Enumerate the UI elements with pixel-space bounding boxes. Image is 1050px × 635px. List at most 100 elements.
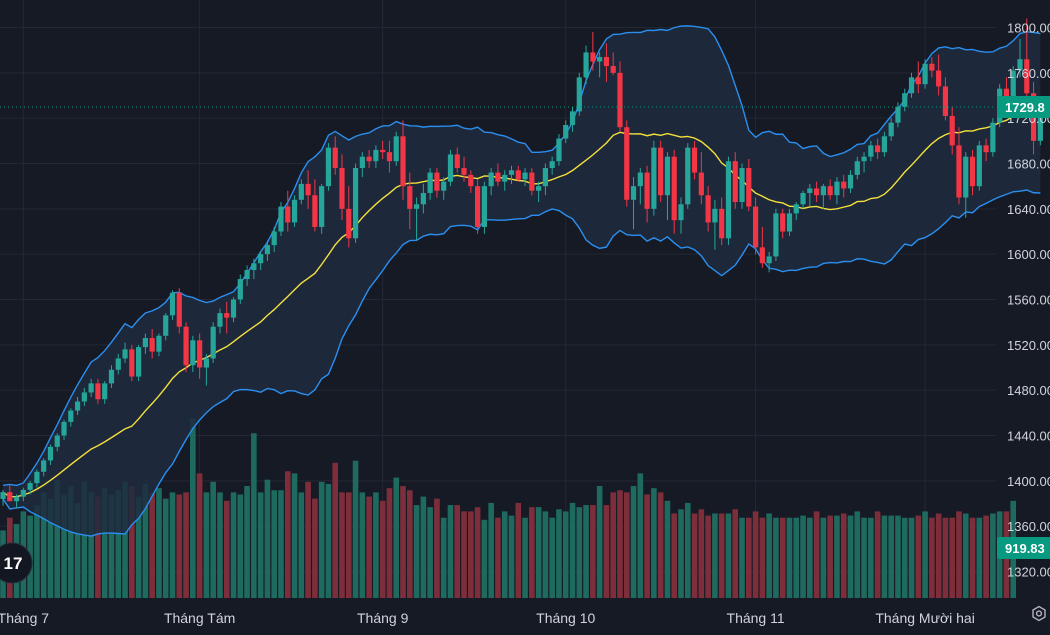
candle [142, 333, 148, 354]
price-axis[interactable]: 1800.001760.001720.001680.001640.001600.… [1007, 21, 1050, 580]
volume-bar [786, 517, 793, 598]
candle [386, 140, 393, 173]
candle-body [630, 186, 637, 200]
volume-bar [542, 511, 549, 598]
settings-icon[interactable] [1032, 605, 1046, 622]
candle [74, 396, 81, 416]
volume-bar [427, 507, 433, 598]
volume-bar [983, 515, 989, 598]
volume-bar [746, 517, 752, 598]
volume-bar [501, 511, 508, 598]
time-tick-label: Tháng Tám [164, 610, 235, 626]
candle [169, 290, 176, 320]
moving-average-line [2, 110, 1041, 498]
candle-body [251, 263, 257, 271]
candle [563, 120, 569, 144]
candle [983, 138, 989, 162]
volume-bar [264, 479, 271, 598]
candle [325, 143, 332, 191]
candle-body [95, 383, 101, 400]
volume-bar [929, 517, 935, 598]
candle-body [298, 183, 304, 200]
candle [61, 419, 67, 441]
volume-bar [379, 500, 386, 598]
candle [68, 408, 74, 427]
candle [373, 145, 379, 169]
candle-body [542, 168, 548, 187]
candle-body [481, 186, 487, 227]
candle [447, 149, 454, 187]
volume-bar [468, 511, 474, 598]
candle [698, 152, 704, 205]
candle-body [68, 410, 74, 422]
candle [637, 168, 643, 205]
last-price-label: 1729.8 [1005, 100, 1045, 115]
time-tick-label: Tháng 11 [727, 610, 785, 626]
candle [956, 127, 962, 205]
candle [603, 43, 610, 82]
candle [163, 313, 169, 341]
candle [597, 52, 603, 78]
volume-bar [922, 511, 928, 598]
volume-bar [474, 507, 481, 598]
candle-body [658, 147, 664, 196]
candle [841, 174, 847, 198]
candle-body [698, 172, 704, 196]
volume-bar [488, 502, 494, 598]
candle [712, 199, 718, 250]
price-tick-label: 1560.00 [1007, 293, 1050, 308]
candle-body [407, 186, 413, 209]
candle-body [847, 174, 854, 189]
candle-body [190, 340, 196, 366]
volume-bar [969, 517, 976, 598]
candle-body [217, 313, 223, 327]
volume-bar [657, 492, 664, 598]
candle-body [468, 174, 474, 187]
candle [7, 485, 13, 502]
candle-body [773, 213, 779, 257]
candle [190, 335, 196, 373]
volume-bar [481, 519, 488, 598]
candle-body [963, 156, 969, 198]
candle [664, 152, 671, 221]
candle-body [74, 401, 81, 411]
volume-bar [47, 498, 54, 598]
candle [854, 156, 860, 180]
volume-bar [461, 511, 467, 598]
candle-body [258, 254, 264, 264]
candle-body [0, 492, 6, 499]
candle-body [312, 195, 318, 227]
volume-bar [400, 486, 406, 598]
candle-body [163, 315, 169, 336]
logo-badge [0, 542, 33, 584]
volume-bar [705, 515, 711, 598]
volume-bar [915, 515, 922, 598]
candle-body [990, 122, 996, 153]
volume-bar [529, 507, 535, 598]
time-axis[interactable]: Tháng 7 Tháng Tám Tháng 9 Tháng 10 Tháng 11 T… [0, 610, 975, 626]
volume-bar [359, 492, 366, 598]
candle [434, 168, 440, 198]
volume-bar [312, 498, 318, 598]
volume-bar [434, 498, 440, 598]
candle [969, 149, 976, 196]
candle-body [671, 156, 677, 221]
candle-body [759, 247, 765, 264]
volume-bar [135, 496, 142, 598]
candle-body [705, 195, 711, 223]
candle-body [942, 86, 949, 116]
tradingview-logo[interactable]: 17 [0, 542, 33, 584]
candle [258, 251, 264, 271]
volume-bar [861, 517, 867, 598]
candle-body [502, 174, 508, 182]
volume-bar [34, 505, 40, 598]
candle [644, 165, 650, 223]
candle-body [651, 147, 657, 209]
candle [81, 387, 87, 407]
candle-body [719, 208, 725, 239]
candle [536, 181, 542, 203]
candle [393, 131, 399, 166]
candle-body [576, 77, 582, 112]
